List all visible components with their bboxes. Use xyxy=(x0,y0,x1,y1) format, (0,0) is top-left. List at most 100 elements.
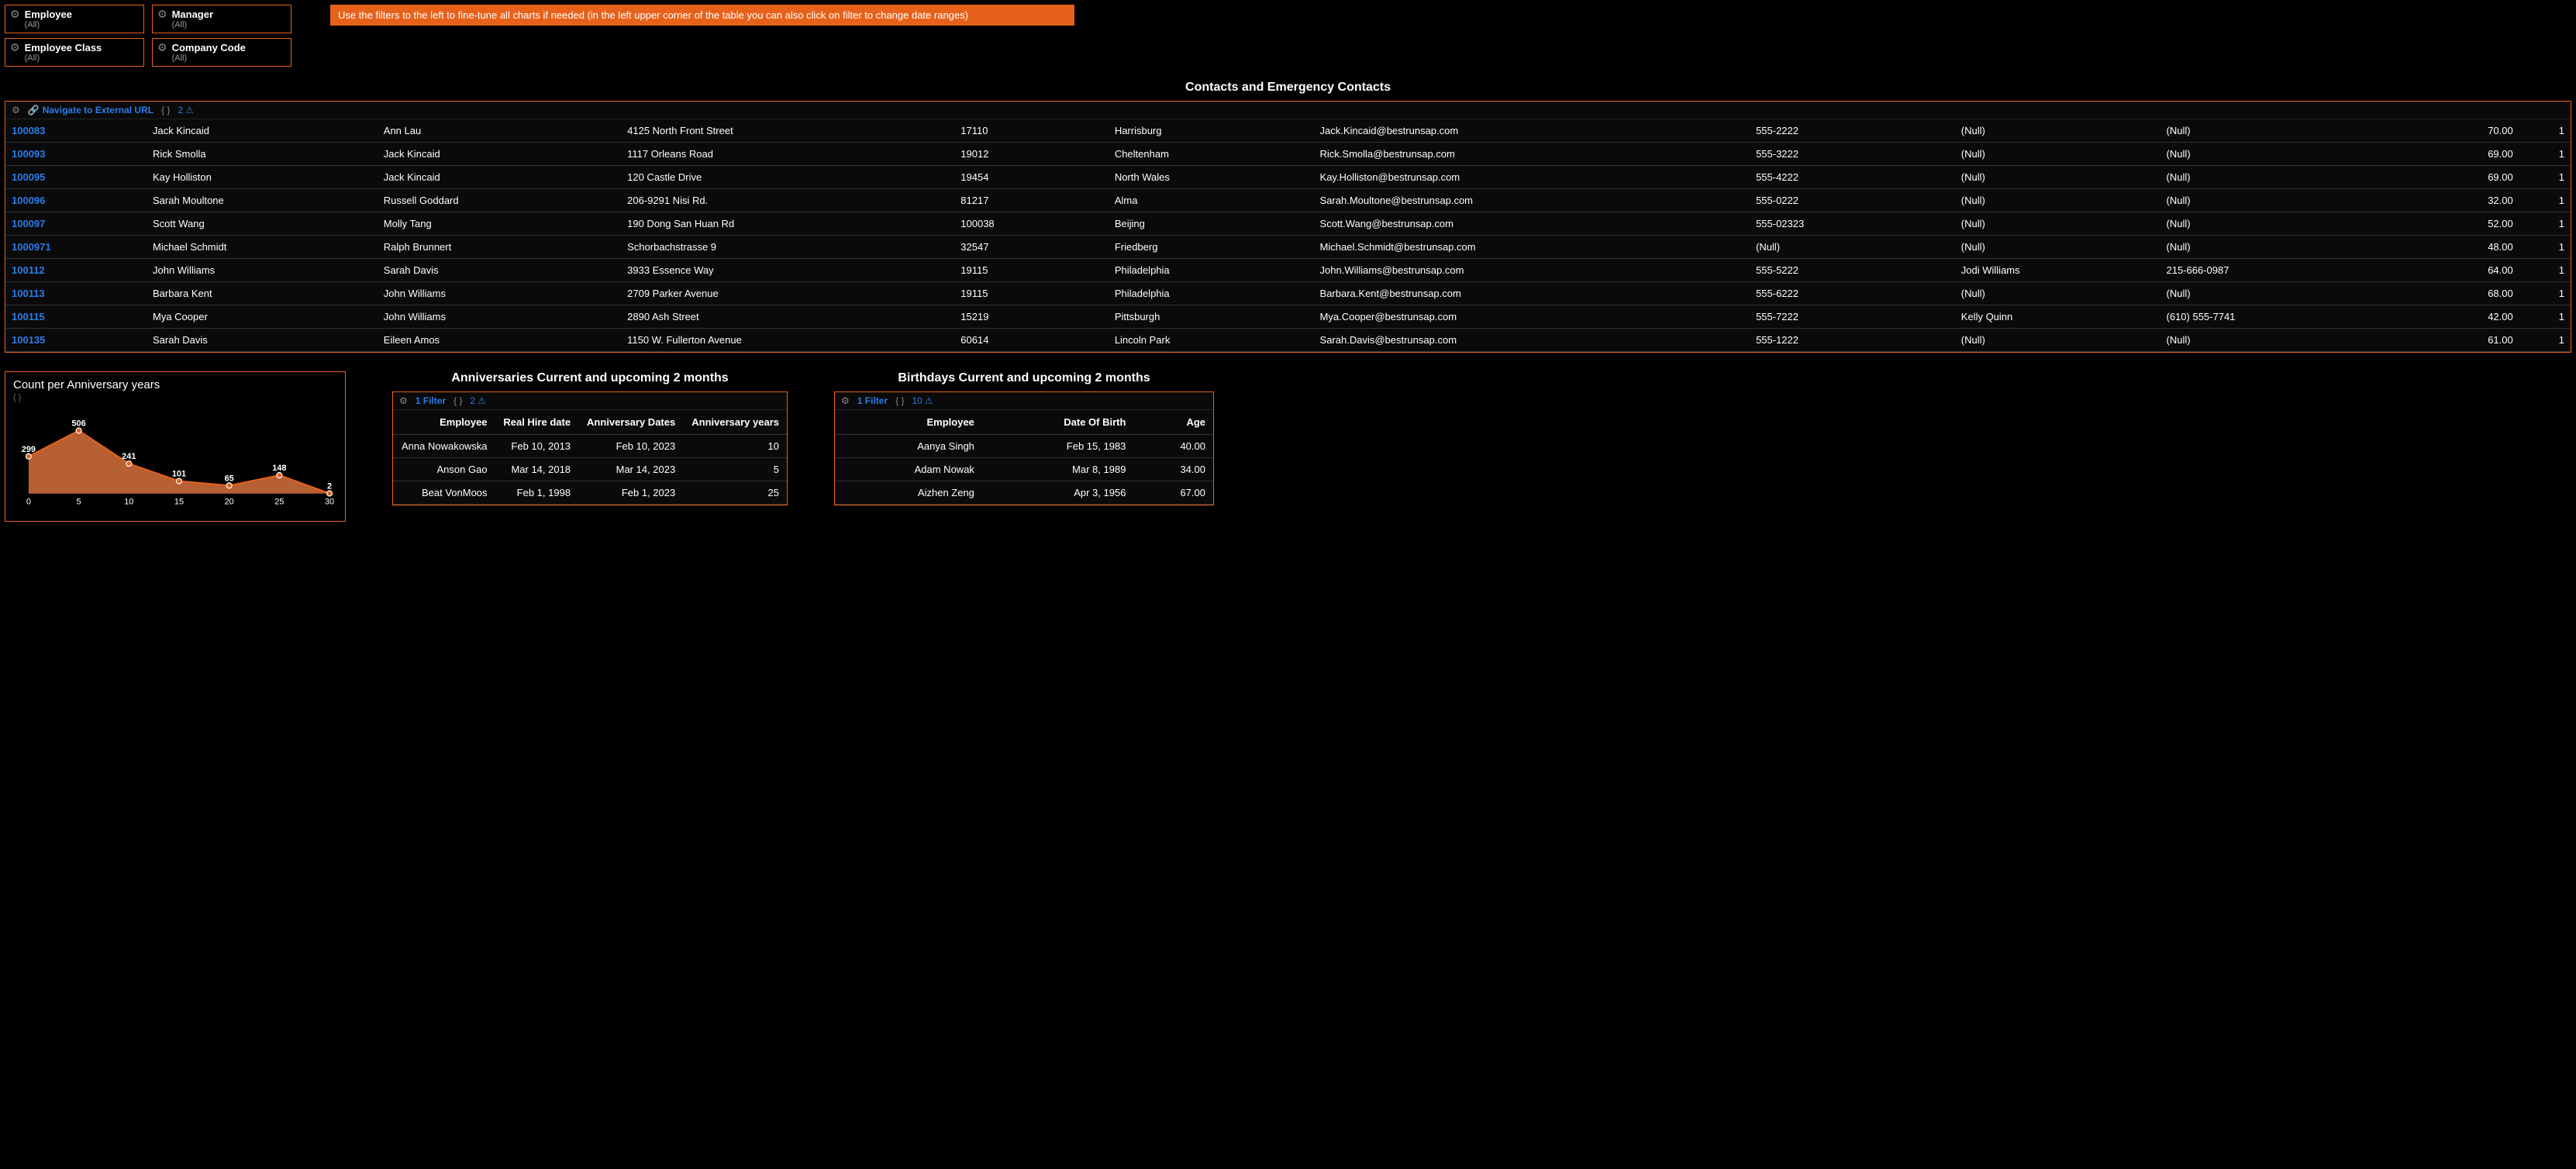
anniversaries-filter-link[interactable]: 1 Filter xyxy=(416,395,446,406)
table-row[interactable]: Anna NowakowskaFeb 10, 2013Feb 10, 20231… xyxy=(393,435,787,458)
cell-emp: Kay Holliston xyxy=(147,166,378,189)
column-header[interactable]: Anniversary Dates xyxy=(578,410,683,435)
cell-addr: 206-9291 Nisi Rd. xyxy=(621,189,954,212)
cell-zip: 19115 xyxy=(954,282,1109,305)
cell-age: 40.00 xyxy=(1133,435,1213,458)
cell-ec_phone: (Null) xyxy=(2160,166,2378,189)
table-row[interactable]: 100135Sarah DavisEileen Amos1150 W. Full… xyxy=(5,329,2571,352)
cell-ec_phone: (610) 555-7741 xyxy=(2160,305,2378,329)
column-header[interactable]: Employee xyxy=(835,410,982,435)
table-row[interactable]: 1000971Michael SchmidtRalph BrunnertScho… xyxy=(5,236,2571,259)
cell-addr: 1117 Orleans Road xyxy=(621,143,954,166)
cell-id[interactable]: 1000971 xyxy=(5,236,147,259)
cell-emp: Sarah Davis xyxy=(147,329,378,352)
table-row[interactable]: Aizhen ZengApr 3, 195667.00 xyxy=(835,481,1213,505)
cell-ec_name: (Null) xyxy=(1955,189,2160,212)
filter-employee[interactable]: ⚙Employee(All) xyxy=(5,5,144,33)
table-row[interactable]: 100112John WilliamsSarah Davis3933 Essen… xyxy=(5,259,2571,282)
cell-id[interactable]: 100083 xyxy=(5,119,147,143)
cell-id[interactable]: 100135 xyxy=(5,329,147,352)
column-header[interactable]: Date Of Birth xyxy=(982,410,1134,435)
column-header[interactable]: Real Hire date xyxy=(495,410,579,435)
table-row[interactable]: 100113Barbara KentJohn Williams2709 Park… xyxy=(5,282,2571,305)
anniversary-area-chart: 299050652411010115652014825230 xyxy=(13,407,337,516)
braces-icon[interactable]: { } xyxy=(13,393,337,402)
cell-id[interactable]: 100112 xyxy=(5,259,147,282)
table-row[interactable]: 100097Scott WangMolly Tang190 Dong San H… xyxy=(5,212,2571,236)
cell-ec_phone: (Null) xyxy=(2160,189,2378,212)
cell-emp: Anson Gao xyxy=(393,458,495,481)
filter-label: Manager xyxy=(172,9,213,20)
cell-n1: 64.00 xyxy=(2378,259,2519,282)
filter-manager[interactable]: ⚙Manager(All) xyxy=(152,5,291,33)
cell-addr: 2709 Parker Avenue xyxy=(621,282,954,305)
cell-id[interactable]: 100095 xyxy=(5,166,147,189)
column-header[interactable]: Anniversary years xyxy=(683,410,787,435)
table-row[interactable]: 100096Sarah MoultoneRussell Goddard206-9… xyxy=(5,189,2571,212)
svg-text:299: 299 xyxy=(22,445,36,454)
table-row[interactable]: 100115Mya CooperJohn Williams2890 Ash St… xyxy=(5,305,2571,329)
cell-hire: Feb 10, 2013 xyxy=(495,435,579,458)
anniversaries-warning-count[interactable]: 2 ⚠ xyxy=(470,395,485,406)
cell-n1: 32.00 xyxy=(2378,189,2519,212)
cell-emp: Rick Smolla xyxy=(147,143,378,166)
navigate-external-url-link[interactable]: 🔗 Navigate to External URL xyxy=(28,105,153,116)
cell-n1: 69.00 xyxy=(2378,143,2519,166)
cell-mgr: Jack Kincaid xyxy=(378,143,621,166)
cell-anniv: Feb 10, 2023 xyxy=(578,435,683,458)
svg-text:20: 20 xyxy=(225,498,234,507)
anniversaries-panel: ⚙ 1 Filter { } 2 ⚠ EmployeeReal Hire dat… xyxy=(392,391,788,505)
cell-id[interactable]: 100097 xyxy=(5,212,147,236)
cell-emp: Mya Cooper xyxy=(147,305,378,329)
table-row[interactable]: Adam NowakMar 8, 198934.00 xyxy=(835,458,1213,481)
cell-zip: 32547 xyxy=(954,236,1109,259)
cell-id[interactable]: 100115 xyxy=(5,305,147,329)
table-row[interactable]: Anson GaoMar 14, 2018Mar 14, 20235 xyxy=(393,458,787,481)
cell-addr: 4125 North Front Street xyxy=(621,119,954,143)
cell-id[interactable]: 100096 xyxy=(5,189,147,212)
cell-id[interactable]: 100113 xyxy=(5,282,147,305)
navigate-link-label: Navigate to External URL xyxy=(43,105,153,116)
cell-ec_name: (Null) xyxy=(1955,143,2160,166)
table-row[interactable]: Aanya SinghFeb 15, 198340.00 xyxy=(835,435,1213,458)
filter-company-code[interactable]: ⚙Company Code(All) xyxy=(152,38,291,67)
cell-ec_phone: (Null) xyxy=(2160,236,2378,259)
warning-icon: ⚠ xyxy=(185,105,194,116)
birthdays-table: EmployeeDate Of BirthAgeAanya SinghFeb 1… xyxy=(835,410,1213,505)
table-row[interactable]: 100083Jack KincaidAnn Lau4125 North Fron… xyxy=(5,119,2571,143)
gear-icon[interactable]: ⚙ xyxy=(12,105,20,116)
cell-email: Jack.Kincaid@bestrunsap.com xyxy=(1314,119,1750,143)
table-row[interactable]: 100093Rick SmollaJack Kincaid1117 Orlean… xyxy=(5,143,2571,166)
cell-email: Barbara.Kent@bestrunsap.com xyxy=(1314,282,1750,305)
cell-years: 25 xyxy=(683,481,787,505)
cell-email: Rick.Smolla@bestrunsap.com xyxy=(1314,143,1750,166)
braces-icon[interactable]: { } xyxy=(453,395,462,406)
cell-phone: (Null) xyxy=(1750,236,1955,259)
cell-city: Friedberg xyxy=(1109,236,1314,259)
table-row[interactable]: 100095Kay HollistonJack Kincaid120 Castl… xyxy=(5,166,2571,189)
contacts-warning-count[interactable]: 2 ⚠ xyxy=(178,105,193,116)
table-row[interactable]: Beat VonMoosFeb 1, 1998Feb 1, 202325 xyxy=(393,481,787,505)
svg-text:2: 2 xyxy=(327,482,332,491)
birthdays-title: Birthdays Current and upcoming 2 months xyxy=(834,371,1214,385)
column-header[interactable]: Age xyxy=(1133,410,1213,435)
filter-employee-class[interactable]: ⚙Employee Class(All) xyxy=(5,38,144,67)
gear-icon[interactable]: ⚙ xyxy=(841,395,850,406)
cell-dob: Apr 3, 1956 xyxy=(982,481,1134,505)
cell-emp: Aanya Singh xyxy=(835,435,982,458)
cell-n2: 1 xyxy=(2519,143,2571,166)
braces-icon[interactable]: { } xyxy=(161,105,170,116)
column-header[interactable]: Employee xyxy=(393,410,495,435)
birthdays-filter-link[interactable]: 1 Filter xyxy=(857,395,888,406)
cell-n2: 1 xyxy=(2519,305,2571,329)
svg-text:148: 148 xyxy=(272,464,286,473)
braces-icon[interactable]: { } xyxy=(895,395,904,406)
cell-age: 34.00 xyxy=(1133,458,1213,481)
birthdays-warning-count[interactable]: 10 ⚠ xyxy=(912,395,933,406)
cell-email: Michael.Schmidt@bestrunsap.com xyxy=(1314,236,1750,259)
cell-id[interactable]: 100093 xyxy=(5,143,147,166)
cell-anniv: Feb 1, 2023 xyxy=(578,481,683,505)
cell-phone: 555-3222 xyxy=(1750,143,1955,166)
cell-ec_name: Jodi Williams xyxy=(1955,259,2160,282)
gear-icon[interactable]: ⚙ xyxy=(399,395,408,406)
